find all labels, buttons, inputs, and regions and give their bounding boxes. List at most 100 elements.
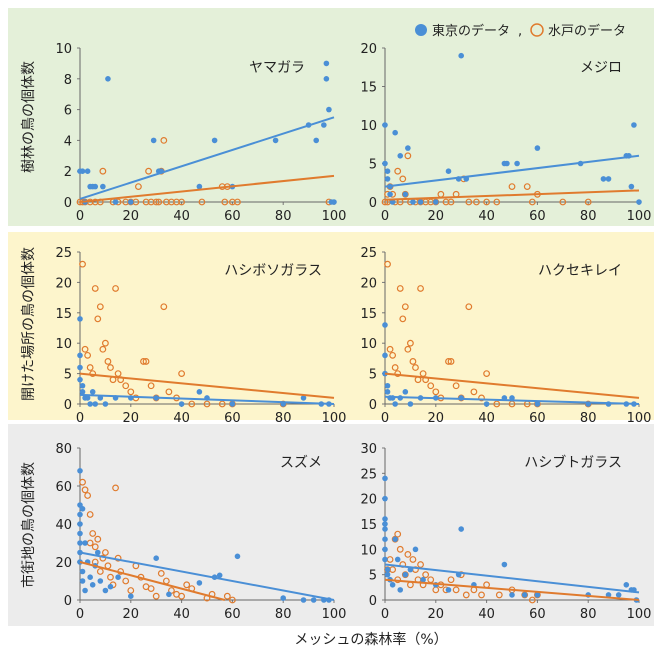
- x-tick-label: 80: [580, 607, 597, 622]
- mito-point: [234, 198, 241, 206]
- mito-point: [96, 303, 104, 311]
- y-tick-label: 15: [360, 81, 377, 96]
- y-tick-label: 0: [369, 196, 377, 211]
- mito-point: [94, 535, 102, 543]
- tokyo-point: [79, 168, 86, 174]
- tokyo-point: [389, 199, 396, 205]
- mito-point: [152, 592, 160, 600]
- mito-point: [389, 351, 397, 359]
- tokyo-point: [323, 76, 330, 82]
- mito-point: [559, 198, 567, 206]
- x-axis-label: メッシュの森林率（%）: [294, 631, 447, 648]
- tokyo-point: [392, 129, 398, 136]
- y-tick-label: 30: [360, 442, 377, 457]
- x-tick-label: 80: [275, 607, 292, 622]
- tokyo-point: [382, 322, 388, 328]
- row2-ylabel: 開けた場所の鳥の個体数: [21, 247, 37, 401]
- mito-point: [584, 198, 592, 206]
- y-tick-label: 10: [55, 42, 72, 57]
- x-tick-label: 60: [529, 209, 546, 224]
- x-tick-label: 40: [173, 607, 190, 622]
- mito-point: [409, 358, 417, 365]
- tokyo-point: [216, 572, 223, 579]
- x-tick-label: 80: [580, 209, 597, 224]
- panel-title: ヤマガラ: [249, 60, 305, 76]
- tokyo-point: [79, 578, 86, 584]
- mito-point: [165, 388, 173, 396]
- y-tick-label: 20: [55, 556, 72, 571]
- tokyo-point: [445, 168, 452, 174]
- tokyo-point: [89, 582, 96, 588]
- x-tick-label: 60: [529, 411, 546, 426]
- x-tick-label: 100: [627, 411, 652, 426]
- mito-trend-line: [384, 372, 640, 399]
- chart-panel-mejiro: 0 5 10 15 20 0 20 40 60 80 100 メジロ: [360, 42, 651, 224]
- y-tick-label: 20: [55, 276, 72, 291]
- x-tick-label: 0: [76, 607, 84, 622]
- tokyo-trend-line: [79, 393, 335, 405]
- mito-point: [417, 561, 424, 568]
- mito-point: [157, 570, 165, 577]
- mito-point: [483, 198, 491, 206]
- tokyo-point: [382, 122, 388, 128]
- mito-point: [447, 198, 455, 206]
- tokyo-point: [211, 137, 218, 144]
- tokyo-point: [382, 556, 388, 563]
- mito-point: [127, 388, 135, 396]
- mito-point: [142, 358, 150, 365]
- tokyo-point: [521, 592, 528, 598]
- legend-mito-marker: [530, 23, 544, 37]
- mito-point: [81, 486, 89, 494]
- tokyo-point: [636, 199, 642, 205]
- mito-point: [394, 167, 402, 175]
- mito-point: [145, 167, 152, 175]
- mito-point: [86, 364, 94, 371]
- tokyo-point: [534, 145, 541, 151]
- tokyo-point: [402, 191, 409, 198]
- mito-point: [493, 198, 501, 206]
- tokyo-point: [77, 468, 83, 474]
- tokyo-point: [102, 401, 109, 407]
- tokyo-point: [514, 160, 520, 167]
- tokyo-point: [384, 389, 391, 395]
- tokyo-point: [483, 401, 490, 407]
- tokyo-point: [79, 506, 86, 512]
- y-tick-label: 25: [360, 246, 377, 261]
- x-tick-label: 0: [381, 411, 389, 426]
- mito-point: [79, 478, 86, 486]
- tokyo-point: [229, 401, 236, 407]
- tokyo-point: [166, 591, 172, 598]
- panel-title: ハシボソガラス: [224, 263, 322, 279]
- y-tick-label: 15: [360, 307, 377, 322]
- chart-panel-hashibosogarasu: 0 5 10 15 20 25 0 20 40 60 80 100 ハシボソガラス: [55, 246, 346, 426]
- mito-point: [404, 551, 412, 558]
- y-tick-label: 0: [64, 196, 72, 211]
- y-tick-label: 20: [360, 493, 377, 508]
- y-tick-label: 10: [55, 337, 72, 352]
- x-tick-label: 40: [173, 411, 190, 426]
- tokyo-point: [382, 160, 388, 167]
- tokyo-point: [107, 583, 114, 590]
- tokyo-point: [77, 376, 83, 383]
- tokyo-point: [458, 52, 465, 59]
- tokyo-point: [504, 160, 510, 167]
- mito-point: [452, 586, 460, 594]
- mito-point: [465, 198, 473, 206]
- tokyo-point: [77, 530, 83, 537]
- y-tick-label: 10: [360, 543, 377, 558]
- tokyo-trend-line: [384, 563, 640, 594]
- y-tick-label: 40: [55, 518, 72, 533]
- mito-point: [86, 511, 94, 518]
- y-tick-label: 20: [360, 42, 377, 57]
- mito-point: [508, 183, 516, 191]
- tokyo-point: [382, 521, 388, 527]
- x-tick-label: 20: [123, 411, 140, 426]
- tokyo-point: [97, 578, 104, 584]
- tokyo-point: [280, 595, 287, 601]
- tokyo-point: [384, 571, 391, 578]
- tokyo-point: [384, 168, 391, 174]
- x-tick-label: 0: [381, 607, 389, 622]
- y-tick-label: 5: [64, 368, 72, 383]
- tokyo-point: [392, 536, 398, 542]
